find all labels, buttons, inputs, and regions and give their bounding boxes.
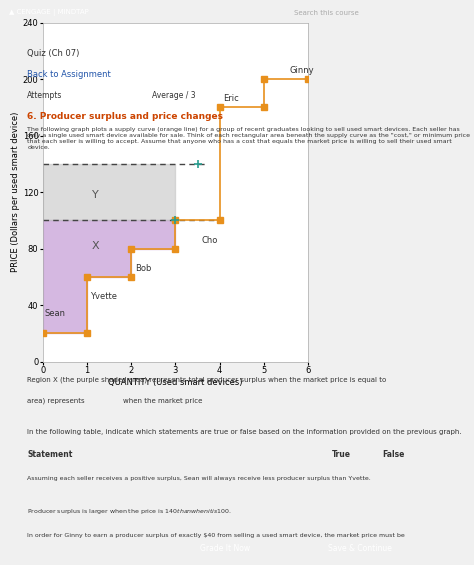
Text: Average / 3: Average / 3 [153, 91, 196, 100]
Text: Sean: Sean [45, 309, 66, 318]
Text: Search this course: Search this course [294, 10, 359, 16]
Y-axis label: PRICE (Dollars per used smart device): PRICE (Dollars per used smart device) [11, 112, 20, 272]
Text: Producer surplus is larger when the price is $140 than when it is $100.: Producer surplus is larger when the pric… [27, 507, 232, 516]
Text: area) represents: area) represents [27, 398, 85, 405]
Text: Statement: Statement [27, 450, 73, 459]
Text: The following graph plots a supply curve (orange line) for a group of recent gra: The following graph plots a supply curve… [27, 128, 470, 150]
Text: Grade It Now: Grade It Now [200, 544, 250, 553]
Polygon shape [43, 164, 175, 220]
Text: Quiz (Ch 07): Quiz (Ch 07) [27, 50, 80, 59]
Text: Save & Continue: Save & Continue [328, 544, 392, 553]
Text: Eric: Eric [223, 94, 239, 103]
Text: when the market price: when the market price [123, 398, 202, 404]
X-axis label: QUANTITY (Used smart devices): QUANTITY (Used smart devices) [108, 377, 243, 386]
Text: False: False [382, 450, 404, 459]
Text: Yvette: Yvette [91, 292, 118, 301]
Text: In order for Ginny to earn a producer surplus of exactly $40 from selling a used: In order for Ginny to earn a producer su… [27, 533, 405, 538]
Text: Assuming each seller receives a positive surplus, Sean will always receive less : Assuming each seller receives a positive… [27, 476, 371, 481]
Text: Region X (the purple shaded area) represents total producer surplus when the mar: Region X (the purple shaded area) repres… [27, 377, 387, 384]
Text: ▲ CENGAGE | MINDTAP: ▲ CENGAGE | MINDTAP [9, 9, 89, 16]
Text: X: X [92, 241, 100, 251]
Text: In the following table, indicate which statements are true or false based on the: In the following table, indicate which s… [27, 429, 462, 435]
Polygon shape [43, 220, 175, 333]
Text: Bob: Bob [135, 264, 151, 273]
Text: Y: Y [92, 190, 99, 200]
Text: Back to Assignment: Back to Assignment [27, 70, 111, 79]
Text: True: True [332, 450, 351, 459]
Text: Ginny: Ginny [290, 66, 314, 75]
Text: Attempts: Attempts [27, 91, 63, 100]
Text: 6. Producer surplus and price changes: 6. Producer surplus and price changes [27, 112, 223, 121]
Text: Cho: Cho [201, 236, 218, 245]
